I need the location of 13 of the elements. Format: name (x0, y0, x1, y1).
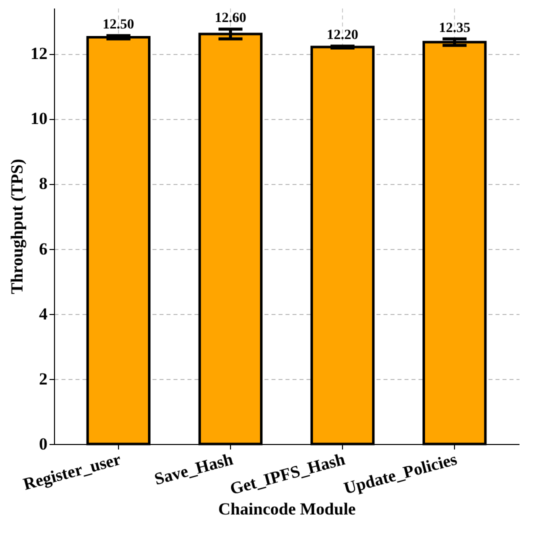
data-label: 12.60 (214, 11, 246, 26)
y-axis-title: Throughput (TPS) (8, 158, 26, 294)
y-tick-label: 0 (39, 434, 48, 454)
x-axis-title: Chaincode Module (218, 500, 356, 519)
y-tick-label: 6 (39, 239, 48, 258)
y-tick-label: 4 (39, 304, 48, 324)
y-tick-label: 10 (30, 109, 48, 128)
y-tick-label: 8 (39, 174, 48, 194)
y-tick-label: 2 (39, 369, 48, 388)
data-label: 12.20 (326, 28, 358, 44)
y-tick-label: 12 (30, 44, 48, 64)
data-label: 12.35 (438, 20, 470, 36)
data-label: 12.50 (102, 18, 134, 33)
